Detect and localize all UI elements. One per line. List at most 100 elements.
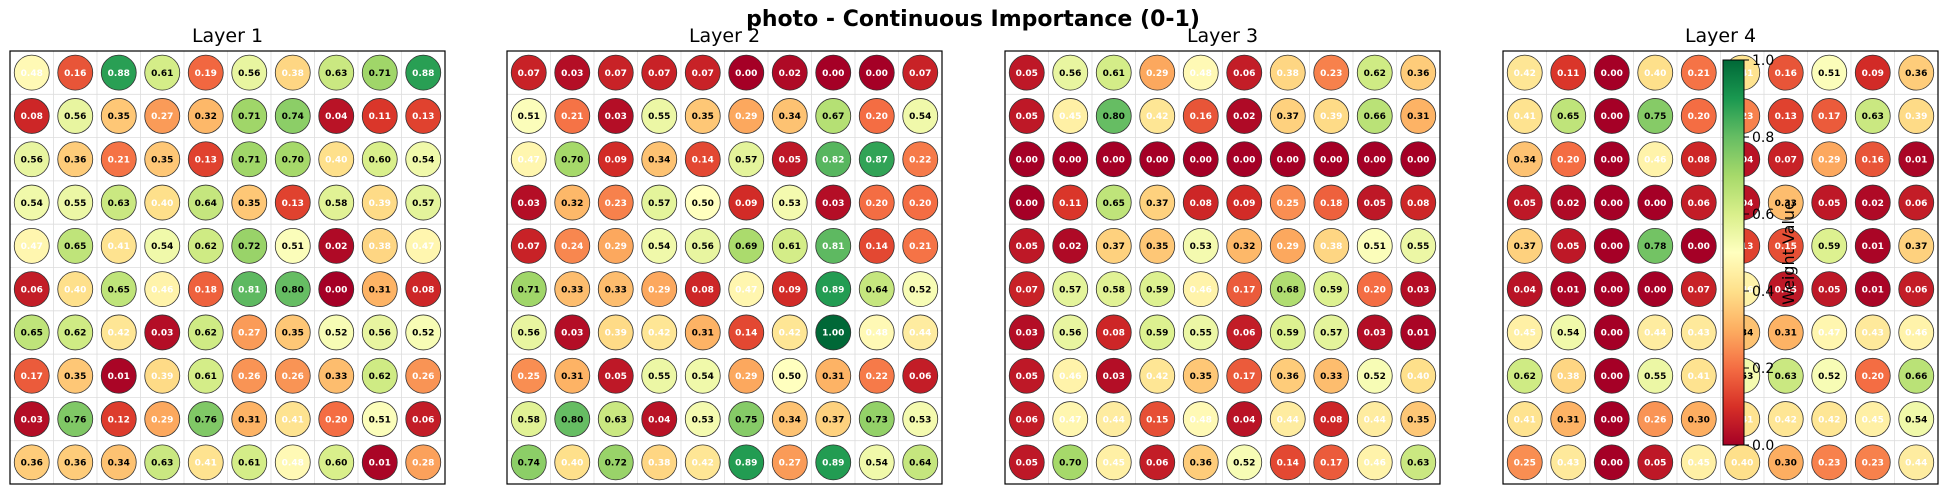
weight-label: 0.56 <box>21 155 43 165</box>
weight-circle <box>902 357 939 394</box>
weight-circle <box>1854 227 1891 264</box>
weight-label: 0.20 <box>1364 285 1386 295</box>
colorbar-tick-label: 0.8 <box>1752 130 1774 146</box>
weight-circle <box>187 314 224 351</box>
weight-label: 0.32 <box>561 199 583 209</box>
weight-label: 0.21 <box>561 112 583 122</box>
weight-label: 0.20 <box>866 199 888 209</box>
weight-circle <box>1854 141 1891 178</box>
weight-label: 0.20 <box>1688 112 1710 122</box>
weight-circle <box>1637 227 1674 264</box>
weight-circle <box>1226 227 1263 264</box>
weight-circle <box>554 54 591 91</box>
weight-label: 0.31 <box>822 372 844 382</box>
weight-circle <box>1095 314 1132 351</box>
weight-label: 0.35 <box>151 155 173 165</box>
weight-label: 0.63 <box>1775 372 1797 382</box>
weight-label: 0.39 <box>151 372 173 382</box>
weight-circle <box>1593 54 1630 91</box>
weight-circle <box>641 401 678 437</box>
weight-label: 0.36 <box>1905 69 1927 79</box>
weight-label: 0.51 <box>369 415 391 425</box>
weight-label: 0.02 <box>1233 112 1255 122</box>
weight-circle <box>597 357 634 394</box>
weight-circle <box>684 314 721 351</box>
weight-circle <box>1226 314 1263 351</box>
weight-label: 0.07 <box>648 69 670 79</box>
weight-label: 0.42 <box>1146 372 1168 382</box>
weight-circle <box>1313 314 1350 351</box>
weight-label: 0.26 <box>238 372 260 382</box>
weight-label: 0.12 <box>108 415 130 425</box>
weight-label: 0.63 <box>325 69 347 79</box>
weight-circle <box>231 357 268 394</box>
weight-circle <box>728 98 765 134</box>
weight-label: 0.37 <box>1146 199 1168 209</box>
heatmap-panel-2: Layer 2 0.07 0.03 0.07 0.07 0.07 0.00 0.02 0.00 0… <box>506 25 943 485</box>
weight-label: 0.48 <box>866 329 888 339</box>
weight-circle <box>1313 357 1350 394</box>
weight-label: 0.08 <box>21 112 43 122</box>
weight-label: 0.81 <box>822 242 844 252</box>
weight-label: 0.56 <box>238 69 260 79</box>
weight-label: 0.27 <box>151 112 173 122</box>
weight-label: 0.25 <box>1514 459 1536 469</box>
weight-circle <box>274 357 311 394</box>
weight-circle <box>1095 98 1132 134</box>
weight-circle <box>858 227 895 264</box>
weight-label: 0.62 <box>195 329 217 339</box>
weight-circle <box>771 401 808 437</box>
weight-circle <box>1356 141 1393 178</box>
weight-circle <box>318 444 355 481</box>
weight-circle <box>1767 227 1804 264</box>
weight-circle <box>858 54 895 91</box>
weight-label: 0.05 <box>1514 199 1536 209</box>
weight-label: 0.11 <box>1059 199 1081 209</box>
weight-label: 0.08 <box>1688 155 1710 165</box>
weight-circle <box>1356 98 1393 134</box>
weight-label: 0.55 <box>1644 372 1666 382</box>
weight-label: 0.01 <box>1862 285 1884 295</box>
weight-label: 0.20 <box>866 112 888 122</box>
grid-lines <box>1503 51 1938 484</box>
weight-circle <box>1637 314 1674 351</box>
weight-label: 0.03 <box>1407 285 1429 295</box>
weight-label: 0.18 <box>195 285 217 295</box>
weight-label: 0.42 <box>1818 415 1840 425</box>
weight-label: 0.09 <box>1862 69 1884 79</box>
weight-circle <box>361 444 398 481</box>
weight-label: 0.52 <box>1364 372 1386 382</box>
weight-circle <box>1356 314 1393 351</box>
weight-circle <box>641 54 678 91</box>
weight-circle <box>1550 357 1587 394</box>
weight-label: 0.03 <box>1364 329 1386 339</box>
weight-circle <box>771 141 808 178</box>
weight-label: 0.50 <box>692 199 714 209</box>
weight-label: 0.00 <box>1601 155 1623 165</box>
weight-circle <box>13 98 50 134</box>
weight-label: 0.08 <box>692 285 714 295</box>
weight-label: 0.52 <box>1818 372 1840 382</box>
weight-circle <box>858 141 895 178</box>
weight-label: 0.38 <box>1557 372 1579 382</box>
grid-lines <box>1005 51 1440 484</box>
weight-label: 0.33 <box>605 285 627 295</box>
weight-label: 0.09 <box>779 285 801 295</box>
weight-circle <box>1593 184 1630 221</box>
weight-label: 0.52 <box>909 285 931 295</box>
weight-label: 0.35 <box>1146 242 1168 252</box>
weight-label: 0.54 <box>909 112 931 122</box>
weight-circle <box>1400 314 1437 351</box>
weight-label: 0.23 <box>1320 69 1342 79</box>
weight-label: 0.40 <box>325 155 347 165</box>
weight-circle <box>858 314 895 351</box>
weight-label: 0.37 <box>1514 242 1536 252</box>
weight-label: 0.89 <box>822 459 844 469</box>
weight-circle <box>1637 357 1674 394</box>
weight-circle <box>684 141 721 178</box>
weight-label: 0.33 <box>1320 372 1342 382</box>
weight-circle <box>902 184 939 221</box>
weight-label: 0.63 <box>1862 112 1884 122</box>
weight-circle <box>187 444 224 481</box>
weight-circle <box>1854 357 1891 394</box>
